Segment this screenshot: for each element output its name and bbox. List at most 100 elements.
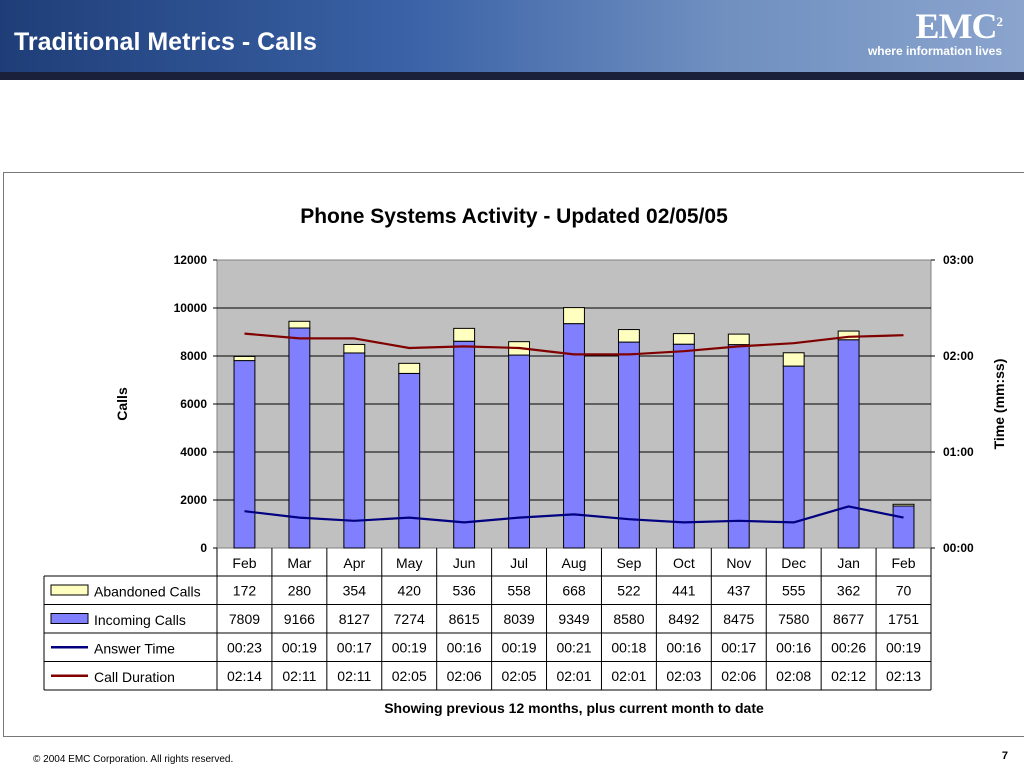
table-cell: 172	[233, 582, 257, 598]
emc-logo: EMC2 where information lives	[867, 6, 1003, 58]
y2-tick-label: 00:00	[943, 541, 974, 555]
table-cell: 8475	[723, 611, 754, 627]
bar-incoming	[617, 341, 640, 549]
table-cell: 00:16	[666, 639, 701, 655]
slide-title: Traditional Metrics - Calls	[14, 28, 317, 56]
table-cell: 02:06	[447, 668, 482, 684]
chart-subtitle: Showing previous 12 months, plus current…	[384, 700, 764, 716]
bar-incoming	[453, 340, 476, 549]
table-cell: 02:14	[227, 668, 262, 684]
table-cell: 02:05	[502, 668, 537, 684]
table-cell: 9349	[558, 611, 589, 627]
logo-wordmark: EMC	[915, 6, 998, 46]
x-tick-label: Feb	[232, 555, 256, 571]
bar-abandoned	[892, 503, 915, 507]
bar-incoming	[398, 372, 421, 549]
table-cell: 558	[507, 582, 531, 598]
y-tick-label: 2000	[180, 493, 207, 507]
x-tick-label: Apr	[343, 555, 365, 571]
x-tick-label: Mar	[287, 555, 311, 571]
table-cell: 354	[343, 582, 367, 598]
bar-incoming	[892, 505, 915, 549]
bar-incoming	[233, 360, 256, 549]
legend-swatch	[50, 584, 89, 596]
table-cell: 8127	[339, 611, 370, 627]
legend-label: Answer Time	[94, 640, 175, 656]
table-cell: 00:16	[776, 639, 811, 655]
bar-incoming	[288, 327, 311, 549]
table-cell: 9166	[284, 611, 315, 627]
table-cell: 02:06	[721, 668, 756, 684]
table-cell: 00:19	[886, 639, 921, 655]
legend-swatch	[50, 613, 89, 624]
bar-abandoned	[563, 307, 585, 325]
copyright-text: © 2004 EMC Corporation. All rights reser…	[33, 754, 234, 765]
logo-mark: EMC2	[868, 6, 1003, 46]
table-cell: 8615	[449, 611, 480, 627]
table-cell: 8580	[613, 611, 644, 627]
x-tick-label: Jun	[453, 555, 476, 571]
data-table: Feb Mar Apr May Jun Jul Aug Sep Oct Nov Dec Jan Feb A…	[43, 548, 932, 691]
table-cell: 1751	[888, 611, 919, 627]
bar-incoming	[672, 343, 695, 549]
y2-tick-label: 01:00	[943, 445, 974, 459]
table-cell: 420	[398, 582, 422, 598]
table-cell: 00:19	[282, 639, 317, 655]
y-axis-label: Calls	[114, 387, 130, 421]
x-tick-label: Nov	[726, 555, 751, 571]
y-tick-label: 6000	[180, 397, 207, 411]
table-cell: 7274	[394, 611, 425, 627]
table-cell: 441	[672, 582, 696, 598]
table-cell: 02:11	[337, 668, 371, 684]
y2-axis-label: Time (mm:ss)	[991, 359, 1007, 450]
page-number: 7	[1001, 750, 1008, 762]
x-tick-label: Aug	[562, 555, 587, 571]
table-cell: 7809	[229, 611, 260, 627]
table-cell: 536	[452, 582, 476, 598]
legend-label: Call Duration	[94, 669, 175, 685]
table-cell: 02:01	[611, 668, 646, 684]
bar-incoming	[837, 339, 860, 549]
bar-abandoned	[453, 327, 476, 342]
table-cell: 280	[288, 582, 312, 598]
y2-tick-label: 03:00	[943, 253, 974, 267]
table-cell: 02:13	[886, 668, 921, 684]
table-cell: 70	[896, 582, 912, 598]
table-cell: 8492	[668, 611, 699, 627]
y-tick-label: 4000	[180, 445, 207, 459]
bar-incoming	[343, 352, 366, 549]
table-cell: 437	[727, 582, 751, 598]
logo-tagline: where information lives	[867, 44, 1002, 58]
table-cell: 00:17	[721, 639, 756, 655]
y-tick-label: 0	[200, 541, 207, 555]
bar-abandoned	[233, 355, 256, 362]
logo-superscript: 2	[996, 14, 1003, 29]
table-cell: 00:18	[611, 639, 646, 655]
table-cell: 00:16	[447, 639, 482, 655]
x-tick-label: Dec	[781, 555, 806, 571]
line-answer-time	[244, 505, 904, 524]
table-cell: 555	[782, 582, 806, 598]
table-cell: 00:17	[337, 639, 372, 655]
bar-incoming	[727, 344, 750, 549]
bar-abandoned	[288, 320, 311, 329]
bar-abandoned	[672, 333, 695, 345]
table-cell: 668	[562, 582, 586, 598]
table-cell: 522	[617, 582, 641, 598]
phone-activity-chart: Phone Systems Activity - Updated 02/05/0…	[43, 205, 1007, 716]
x-tick-label: Sep	[616, 555, 641, 571]
table-cell: 7580	[778, 611, 809, 627]
table-cell: 02:05	[392, 668, 427, 684]
x-tick-label: Oct	[673, 555, 695, 571]
chart-frame: Phone Systems Activity - Updated 02/05/0…	[3, 172, 1024, 737]
legend-label: Abandoned Calls	[94, 583, 201, 599]
table-cell: 8039	[503, 611, 534, 627]
bar-abandoned	[782, 352, 805, 367]
x-tick-label: Jul	[510, 555, 528, 571]
plot-area: 12000 10000 8000 6000 4000 2000 0 03:00 02:00 01:…	[174, 253, 974, 555]
y-tick-label: 10000	[174, 301, 208, 315]
x-tick-label: May	[396, 555, 422, 571]
header-divider	[0, 72, 1024, 80]
chart-title: Phone Systems Activity - Updated 02/05/0…	[300, 205, 728, 228]
table-cell: 02:12	[831, 668, 866, 684]
